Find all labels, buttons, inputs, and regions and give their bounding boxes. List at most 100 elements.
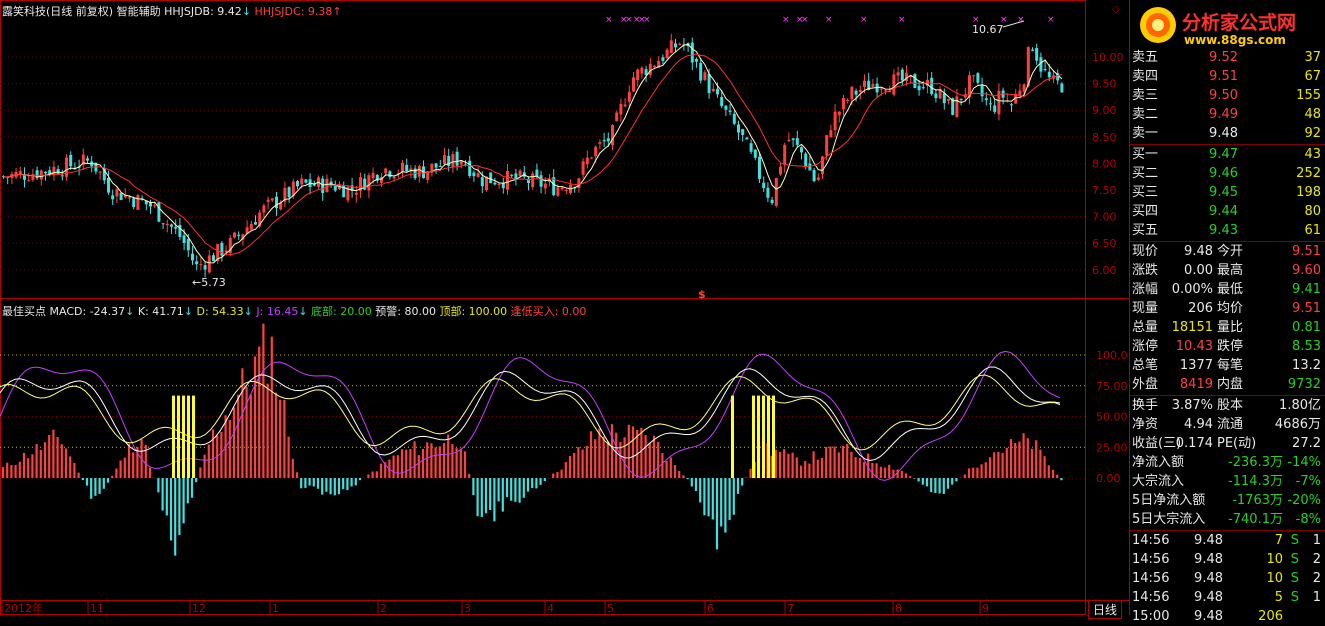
high-price-label: 10.67 bbox=[972, 23, 1004, 36]
quote-label: 总量 bbox=[1132, 320, 1159, 335]
order-volume: 80 bbox=[1304, 204, 1321, 219]
buy-value: 逢低买入: 0.00 bbox=[510, 305, 587, 318]
candle-body bbox=[762, 182, 766, 189]
tick-time: 15:00 bbox=[1132, 609, 1170, 624]
buy-signal-bar bbox=[177, 395, 180, 478]
candle-body bbox=[270, 198, 274, 201]
quote-row: 现价 9.48 今开 9.51 bbox=[1132, 242, 1323, 261]
sell-order-row: 卖三 9.50 155 bbox=[1132, 86, 1323, 105]
order-label: 买二 bbox=[1132, 166, 1159, 181]
candle-body bbox=[850, 86, 854, 100]
divider bbox=[1130, 395, 1325, 396]
candle-body bbox=[182, 235, 186, 243]
quote-value-2: 8.53 bbox=[1292, 339, 1321, 354]
candle-body bbox=[287, 187, 291, 198]
buy-order-row: 买一 9.47 43 bbox=[1132, 145, 1323, 164]
candle-body bbox=[48, 170, 52, 175]
candle-body bbox=[867, 80, 871, 91]
d-value: D: 54.33 bbox=[196, 305, 244, 318]
candle-body bbox=[438, 165, 442, 167]
candle-body bbox=[741, 129, 745, 136]
order-price: 9.43 bbox=[1209, 223, 1238, 238]
candle-body bbox=[858, 89, 862, 93]
candle-body bbox=[699, 62, 703, 81]
bottom-value: 底部: 20.00 bbox=[311, 305, 372, 318]
candle-body bbox=[1060, 83, 1064, 93]
signal-marker: × bbox=[825, 15, 833, 25]
candle-body bbox=[560, 187, 564, 190]
candle-body bbox=[615, 112, 619, 122]
candle-body bbox=[304, 179, 308, 183]
chart-gridlines bbox=[0, 56, 1085, 479]
candle-body bbox=[884, 90, 887, 92]
quote-value: 1377 bbox=[1179, 358, 1213, 373]
candle-body bbox=[921, 87, 925, 89]
quote-label-2: 最高 bbox=[1217, 263, 1244, 278]
candle-body bbox=[384, 168, 388, 174]
logo-url: www.88gs.com bbox=[1184, 33, 1286, 47]
time-tick-label: 3 bbox=[464, 602, 471, 615]
quote-label: 外盘 bbox=[1132, 377, 1159, 392]
stock-chart-panel[interactable]: 10.009.509.008.508.007.507.006.506.00100… bbox=[0, 0, 1130, 615]
candle-body bbox=[556, 187, 560, 196]
chart-axes-labels: 10.009.509.008.508.007.507.006.506.00100… bbox=[1, 15, 1128, 615]
fundamental-row: 收益(三) 0.174 PE(动) 27.2 bbox=[1132, 434, 1323, 453]
period-tab-daily[interactable]: 日线 bbox=[1088, 600, 1123, 619]
candle-body bbox=[779, 166, 782, 175]
flow-row: 净流入额 -236.3万 -14% bbox=[1132, 453, 1323, 472]
candle-body bbox=[766, 187, 770, 198]
candle-body bbox=[1026, 47, 1030, 87]
order-label: 卖四 bbox=[1132, 69, 1159, 84]
candle-body bbox=[539, 175, 543, 187]
candle-body bbox=[279, 202, 283, 210]
quote-value: 18151 bbox=[1171, 320, 1213, 335]
chart-header: 露笑科技(日线 前复权) 智能辅助 HHJSJDB: 9.42↓ HHJSJDC… bbox=[2, 3, 342, 19]
candle-body bbox=[203, 265, 207, 270]
candle-body bbox=[514, 173, 518, 180]
candle-body bbox=[102, 168, 106, 181]
candle-body bbox=[821, 156, 824, 174]
candle-body bbox=[892, 74, 896, 95]
candle-body bbox=[1022, 84, 1026, 92]
candle-body bbox=[791, 138, 795, 140]
candle-body bbox=[938, 89, 942, 99]
candle-body bbox=[153, 205, 157, 207]
quote-label-2: 最低 bbox=[1217, 282, 1244, 297]
quote-label-2: 每笔 bbox=[1217, 358, 1244, 373]
candle-body bbox=[510, 174, 514, 176]
candle-body bbox=[968, 75, 971, 98]
candle-body bbox=[1018, 90, 1022, 97]
candle-body bbox=[497, 183, 501, 185]
collapse-icon[interactable]: ◇ bbox=[1112, 4, 1120, 15]
signal-marker: × bbox=[1017, 15, 1025, 25]
candle-body bbox=[1014, 93, 1018, 104]
candle-body bbox=[930, 77, 934, 95]
candle-body bbox=[300, 178, 304, 185]
buy-signal-bar bbox=[172, 395, 175, 478]
order-volume: 37 bbox=[1304, 50, 1321, 65]
quote-value-2: 9732 bbox=[1287, 377, 1321, 392]
candle-body bbox=[220, 242, 224, 256]
candle-body bbox=[1056, 73, 1060, 81]
quote-label-2: 跌停 bbox=[1217, 339, 1244, 354]
candle-body bbox=[195, 261, 199, 265]
quote-label: 现量 bbox=[1132, 301, 1159, 316]
buy-order-row: 买三 9.45 198 bbox=[1132, 183, 1323, 202]
order-label: 买一 bbox=[1132, 147, 1159, 162]
flow-label: 5日净流入额 bbox=[1132, 493, 1206, 508]
buy-order-row: 买四 9.44 80 bbox=[1132, 202, 1323, 221]
quote-row: 现量 206 均价 9.51 bbox=[1132, 299, 1323, 318]
candle-body bbox=[342, 185, 346, 198]
quote-value: 0.00% bbox=[1171, 282, 1213, 297]
candle-body bbox=[207, 255, 211, 273]
candle-body bbox=[161, 223, 165, 225]
candle-body bbox=[212, 255, 215, 262]
candle-body bbox=[216, 244, 220, 261]
candle-body bbox=[1031, 49, 1034, 51]
buy-signal-bars bbox=[172, 395, 775, 478]
candle-body bbox=[653, 65, 656, 67]
price-tick: 8.00 bbox=[1092, 157, 1117, 170]
quote-value: 206 bbox=[1188, 301, 1213, 316]
candle-body bbox=[724, 105, 728, 110]
tick-row: 14:56 9.48 10 S 2 bbox=[1132, 569, 1323, 588]
